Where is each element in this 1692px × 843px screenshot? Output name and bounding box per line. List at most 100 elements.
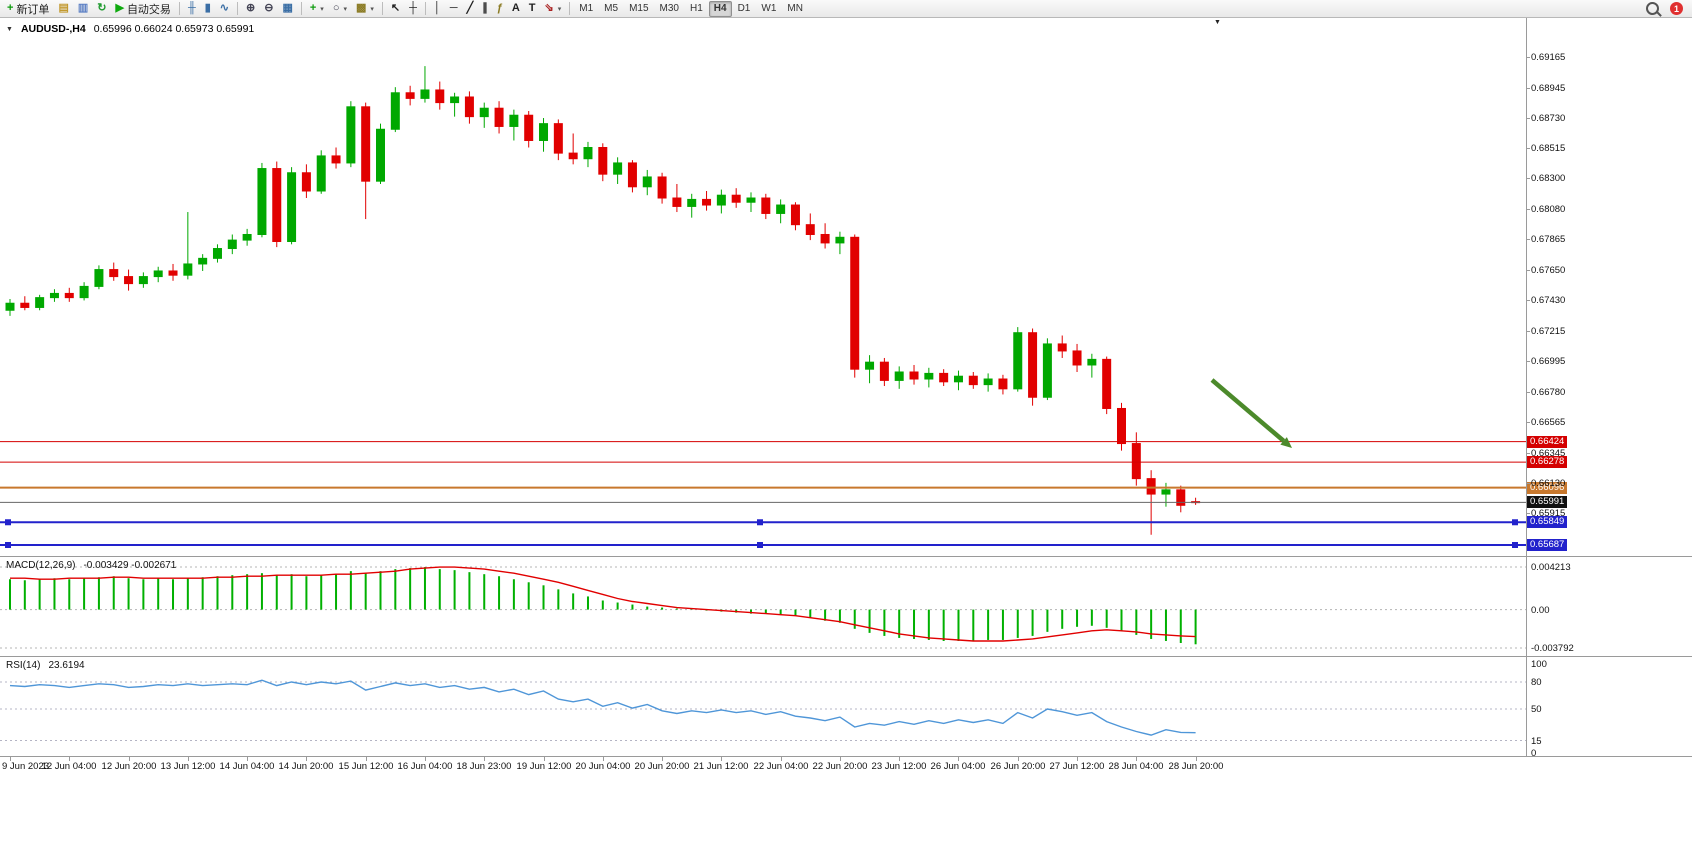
price-axis-label: 0.65915 [1531,508,1566,519]
candle-body [272,168,282,243]
trend-arrow[interactable] [1210,378,1286,443]
macd-bar [172,579,175,610]
dropdown-arrow-icon[interactable]: ▾ [370,5,374,13]
candle-body [346,106,356,164]
macd-bar [794,609,797,616]
macd-bar [157,578,160,610]
auto-trading-button[interactable]: ▶ 自动交易 [111,0,174,18]
macd-bar [942,609,945,641]
macd-bar [1194,609,1197,645]
text-icon: A [511,2,520,14]
timeframe-m15-button[interactable]: M15 [629,2,649,14]
timeframe-m30-button[interactable]: M30 [659,2,679,14]
candle-body [242,233,252,241]
cursor-icon[interactable]: ↖ [387,0,404,18]
hline-handle[interactable] [1512,541,1518,548]
bar-chart-icon[interactable]: ╫ [184,0,200,18]
timeframe-h4-button[interactable]: H4 [708,0,732,17]
macd-name: MACD(12,26,9) [6,560,76,571]
zoom-out-icon[interactable]: ⊖ [260,0,277,18]
candle-body [183,263,193,276]
time-axis-label: 12 Jun 04:00 [41,761,97,772]
macd-bar [987,609,990,640]
tile-windows-icon[interactable]: ▦ [278,0,296,18]
candle-body [20,302,30,308]
line-chart-icon[interactable]: ∿ [216,0,233,18]
price-axis-label: 0.67215 [1531,326,1566,337]
time-axis-label: 26 Jun 04:00 [930,761,986,772]
hline-handle[interactable] [1512,519,1518,526]
time-axis-tick [129,757,130,761]
one-click-trading-arrow-icon[interactable]: ▼ [6,25,13,33]
rsi-panel-separator[interactable] [0,656,1692,657]
timeframe-w1-button[interactable]: W1 [761,2,777,14]
notification-badge[interactable]: 1 [1670,2,1683,15]
price-axis-label: 0.66995 [1531,356,1566,367]
bar-chart-icon: ╫ [187,2,196,14]
rsi-panel[interactable] [0,657,1526,756]
templates-icon[interactable]: ▩ ▾ [352,0,378,18]
macd-panel[interactable] [0,557,1526,656]
refresh-icon: ↻ [97,2,107,14]
time-axis-tick [425,757,426,761]
vertical-line-icon: │ [433,2,441,14]
macd-bar [631,604,634,610]
candle-body [687,198,697,207]
timeframe-h1-button[interactable]: H1 [689,2,703,14]
horizontal-line-icon[interactable]: ─ [446,0,462,18]
equidistant-channel-icon[interactable]: ∥ [478,0,492,18]
chart-plot-area[interactable] [0,18,1526,556]
hline-handle[interactable] [5,541,11,548]
hline-handle[interactable] [757,519,763,526]
candle-body [924,372,934,380]
candle-body [435,89,445,104]
candlestick-chart-icon[interactable]: ▮ [201,0,215,18]
candle-body [5,302,15,311]
fibonacci-icon[interactable]: ƒ [493,0,507,18]
search-icon[interactable] [1646,2,1659,15]
macd-panel-separator[interactable] [0,556,1692,557]
timeframe-mn-button[interactable]: MN [787,2,803,14]
macd-bar [1164,609,1167,641]
timeframe-m5-button[interactable]: M5 [604,2,619,14]
indicators-icon[interactable]: + ▾ [306,0,328,18]
text-label-icon[interactable]: T [525,0,540,18]
macd-bar [557,589,560,610]
candle-body [376,128,385,182]
candle-body [568,152,578,160]
macd-bar [231,575,234,610]
arrows-icon[interactable]: ⇘ ▾ [541,0,566,18]
time-axis[interactable]: 9 Jun 2023 12 Jun 04:00 12 Jun 20:00 13 Jun… [0,756,1692,779]
text-icon[interactable]: A [508,0,524,18]
timeframe-d1-button[interactable]: D1 [737,2,751,14]
trend-arrow-head[interactable] [1280,437,1292,448]
time-axis-tick [484,757,485,761]
chart-shift-marker-icon[interactable]: ▼ [1214,19,1221,26]
new-order-button[interactable]: + 新订单 [3,0,53,18]
macd-bar [675,608,678,610]
macd-bar [853,609,856,629]
periods-icon[interactable]: ○ ▾ [329,0,351,18]
periods-icon: ○ [332,2,340,14]
candle-body [138,276,148,285]
hline-handle[interactable] [5,519,11,526]
time-axis-label: 21 Jun 12:00 [693,761,749,772]
zoom-in-icon[interactable]: ⊕ [242,0,259,18]
macd-bar [1016,609,1019,638]
refresh-icon[interactable]: ↻ [93,0,110,18]
profiles-icon[interactable]: ▥ [74,0,92,18]
time-axis-tick [899,757,900,761]
vertical-line-icon[interactable]: │ [430,0,445,18]
dropdown-arrow-icon[interactable]: ▾ [557,5,562,13]
candle-body [153,270,163,278]
trendline-icon[interactable]: ╱ [463,0,478,18]
zoom-in-icon: ⊕ [246,2,256,14]
macd-label: MACD(12,26,9) -0.003429 -0.002671 [6,560,176,571]
candle-body [702,198,712,206]
crosshair-icon[interactable]: ┼ [405,0,421,18]
dropdown-arrow-icon[interactable]: ▾ [320,5,324,13]
hline-handle[interactable] [757,541,763,548]
dropdown-arrow-icon[interactable]: ▾ [343,5,347,13]
new-chart-icon[interactable]: ▤ [54,0,72,18]
timeframe-m1-button[interactable]: M1 [579,2,594,14]
